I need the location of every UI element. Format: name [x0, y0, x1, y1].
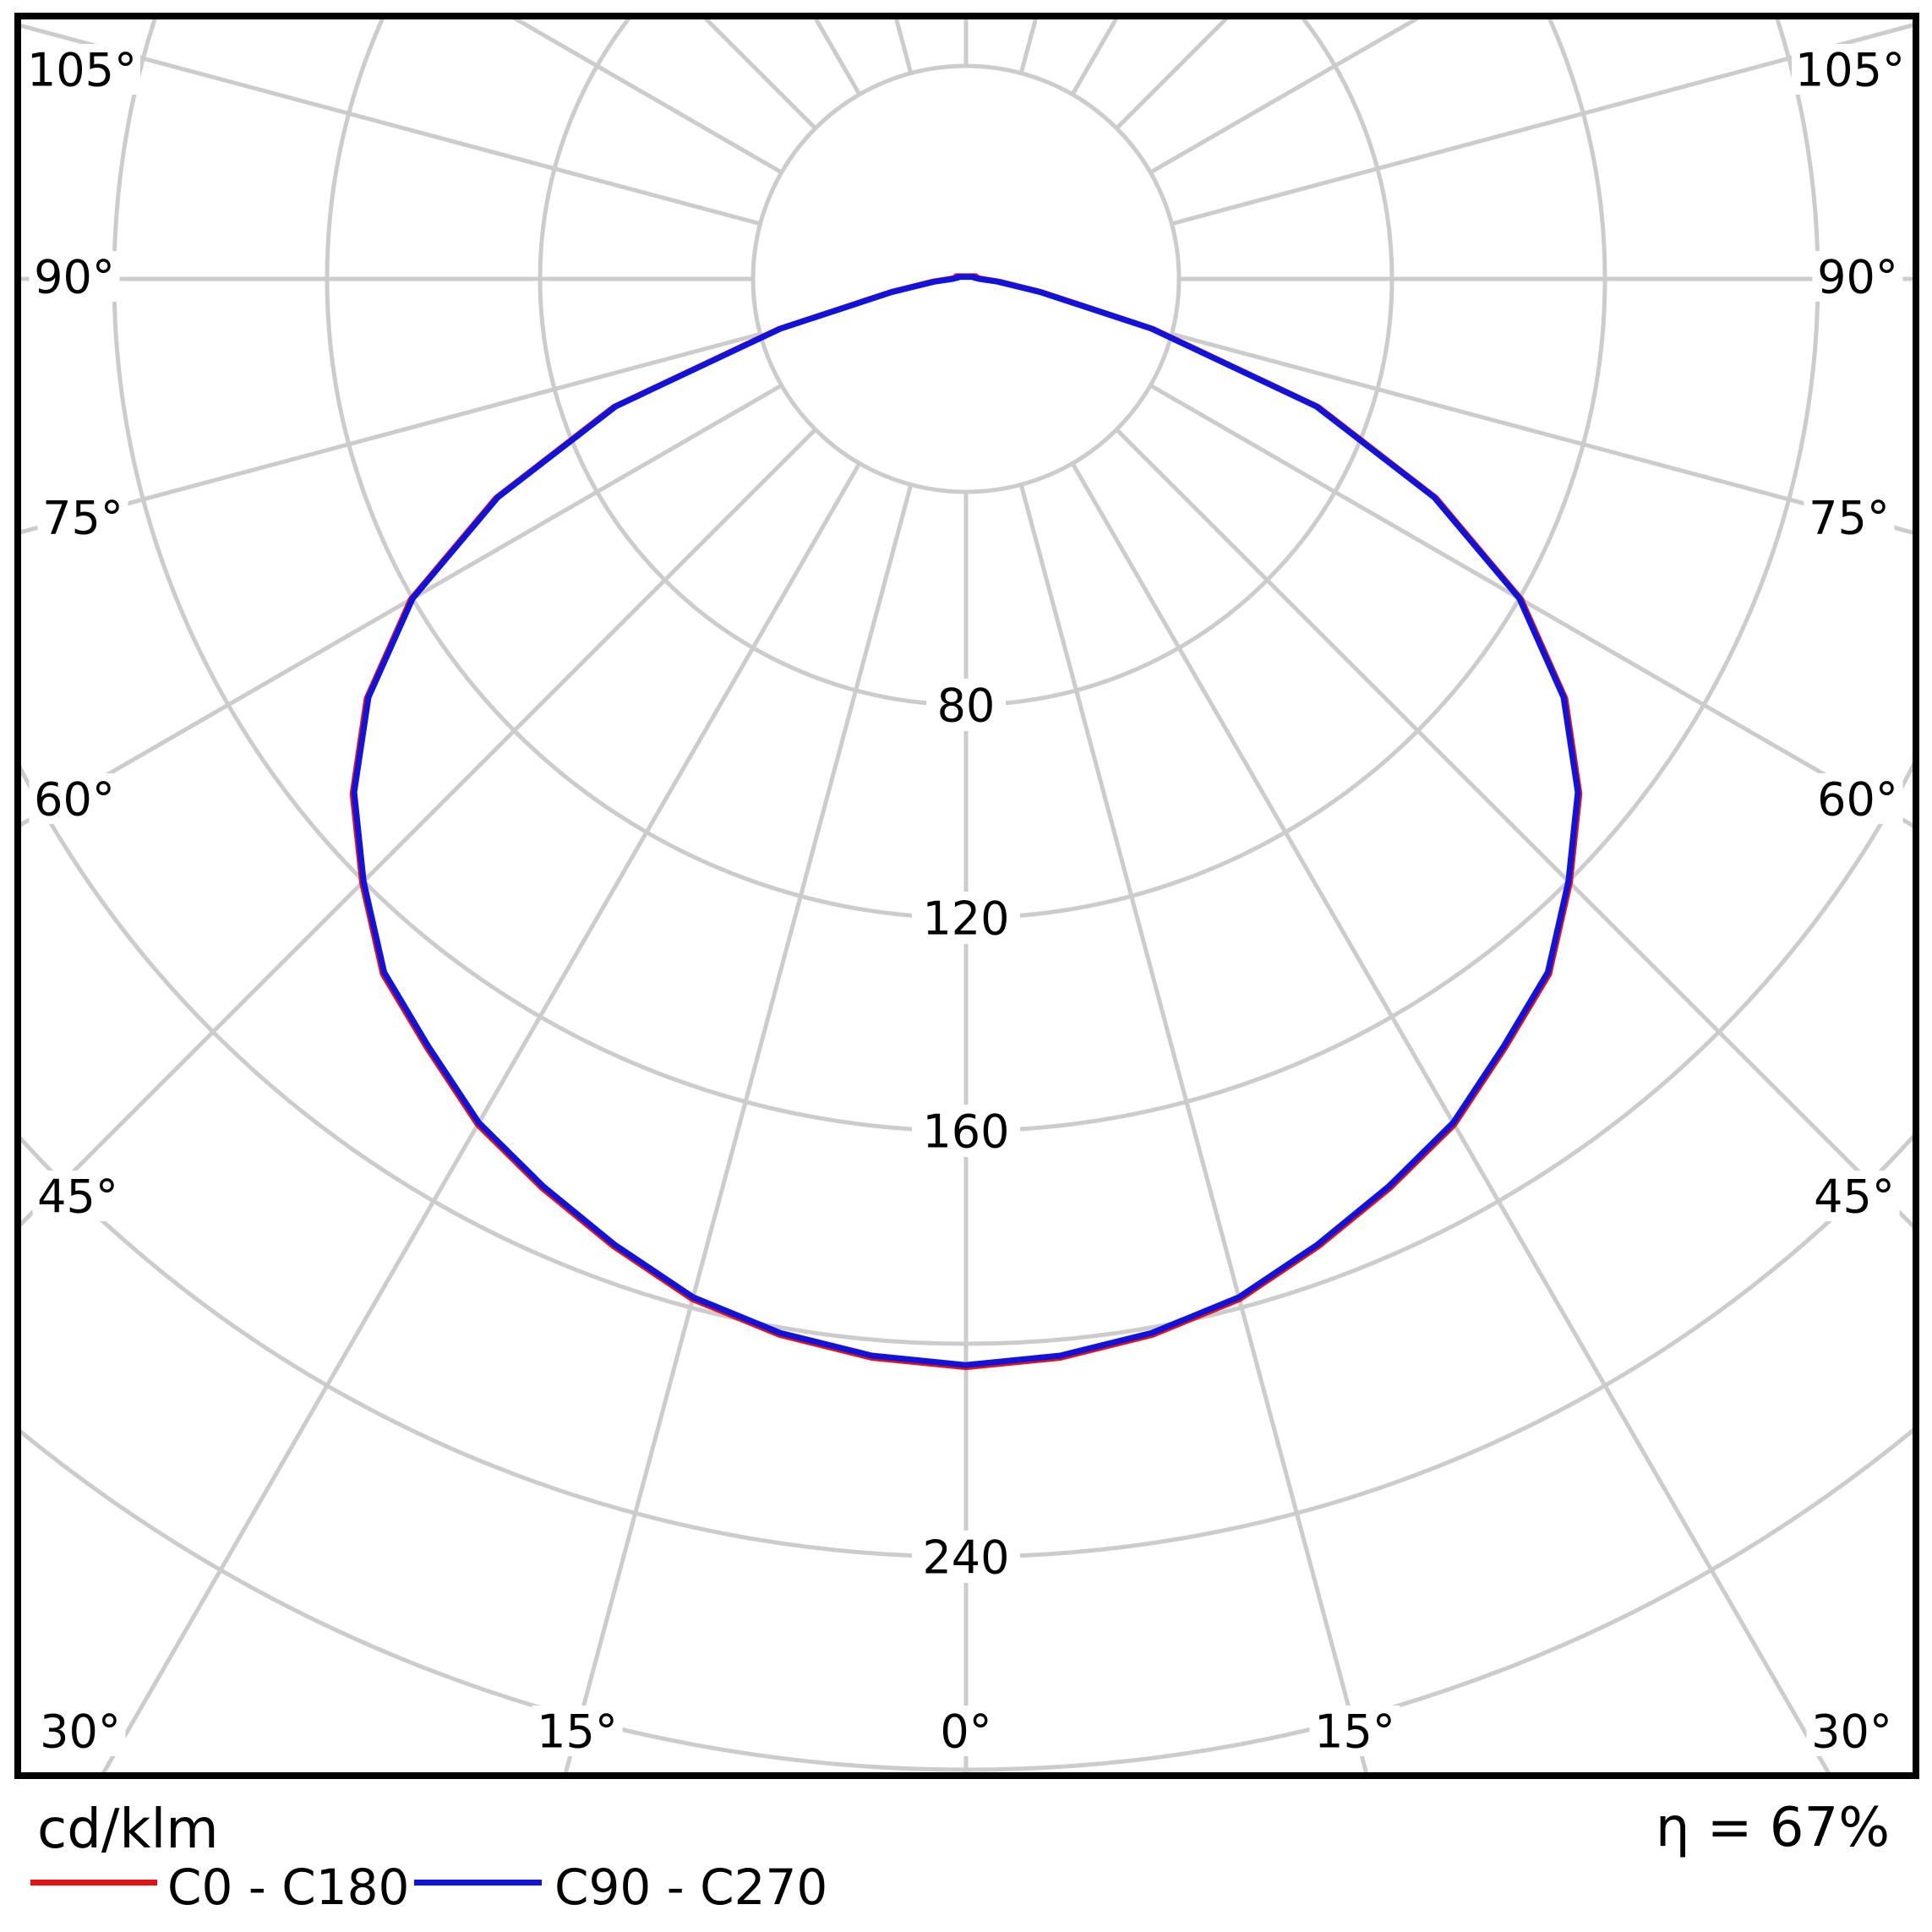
plot-border — [14, 13, 1919, 1779]
angle-label-1-90deg: 90° — [34, 250, 115, 303]
efficiency-value: η = 67% — [1655, 1797, 1890, 1859]
grid-spoke-330 — [101, 461, 862, 1772]
grid-spoke-105 — [1171, 23, 1913, 226]
angle-label-mask — [1309, 1706, 1400, 1756]
angle-label-8-15deg: 15° — [1314, 1705, 1395, 1758]
angle-label-mask — [29, 251, 120, 302]
angle-label-mask — [29, 773, 120, 824]
angle-label-0-105deg: 105° — [27, 43, 137, 96]
radial-label-mask — [926, 679, 1006, 731]
angle-label-11-60deg: 60° — [1817, 772, 1898, 826]
legend-label-c0-c180: C0 - C180 — [167, 1858, 410, 1916]
radial-label-mask — [912, 1531, 1020, 1583]
angle-label-13-90deg: 90° — [1817, 250, 1898, 303]
radial-tick-label-80: 80 — [937, 679, 996, 732]
angle-label-5-30deg: 30° — [40, 1705, 121, 1758]
grid-spoke-285 — [21, 331, 761, 535]
angle-label-7-0deg: 0° — [940, 1705, 991, 1758]
grid-spoke-60 — [1149, 383, 1913, 828]
angle-label-2-75deg: 75° — [42, 491, 123, 544]
angle-label-4-45deg: 45° — [37, 1170, 118, 1223]
radial-label-mask — [912, 892, 1020, 944]
angle-label-mask — [35, 1706, 126, 1756]
grid-spoke-300 — [21, 383, 783, 827]
angle-label-mask — [1812, 773, 1903, 824]
angle-label-12-75deg: 75° — [1809, 491, 1890, 544]
angle-label-mask — [1804, 492, 1895, 543]
curve-c90-c270 — [351, 274, 1581, 1368]
radial-tick-label-160: 160 — [922, 1105, 1009, 1158]
angle-label-6-15deg: 15° — [537, 1705, 618, 1758]
angle-label-mask — [32, 1171, 123, 1221]
angle-label-mask — [1806, 1706, 1897, 1756]
angle-label-mask — [37, 492, 128, 543]
chart-unit-label: cd/klm — [37, 1798, 219, 1861]
angle-label-mask — [1809, 1171, 1900, 1221]
angle-label-mask — [934, 1706, 998, 1756]
angle-label-mask — [1792, 44, 1908, 95]
angle-label-mask — [532, 1706, 623, 1756]
legend-swatch-c90-c270 — [414, 1880, 542, 1886]
radial-label-mask — [912, 1105, 1020, 1157]
grid-spoke-15 — [1018, 483, 1369, 1772]
angle-label-10-45deg: 45° — [1814, 1170, 1895, 1223]
curves — [349, 273, 1583, 1371]
legend-swatch-c0-c180 — [30, 1880, 157, 1886]
angle-label-mask — [1812, 251, 1903, 302]
angle-label-14-105deg: 105° — [1795, 43, 1905, 96]
angle-labels: 105° 90° 75° 60° 45° 30° 15° 0° 15° 30° 45° 60° 75° 9… — [24, 43, 1908, 1758]
grid-spoke-75 — [1171, 331, 1913, 535]
radial-tick-label-120: 120 — [922, 892, 1009, 945]
grid-spoke-345 — [563, 483, 914, 1772]
radial-tick-label-240: 240 — [922, 1531, 1009, 1584]
angle-label-3-60deg: 60° — [34, 772, 115, 826]
angle-label-9-30deg: 30° — [1811, 1705, 1892, 1758]
radial-tick-labels: 80 120 160 240 — [912, 679, 1020, 1584]
grid-spoke-255 — [21, 23, 761, 226]
legend-label-c90-c270: C90 - C270 — [554, 1858, 828, 1916]
angle-label-mask — [24, 44, 140, 95]
grid-spoke-30 — [1070, 461, 1831, 1772]
